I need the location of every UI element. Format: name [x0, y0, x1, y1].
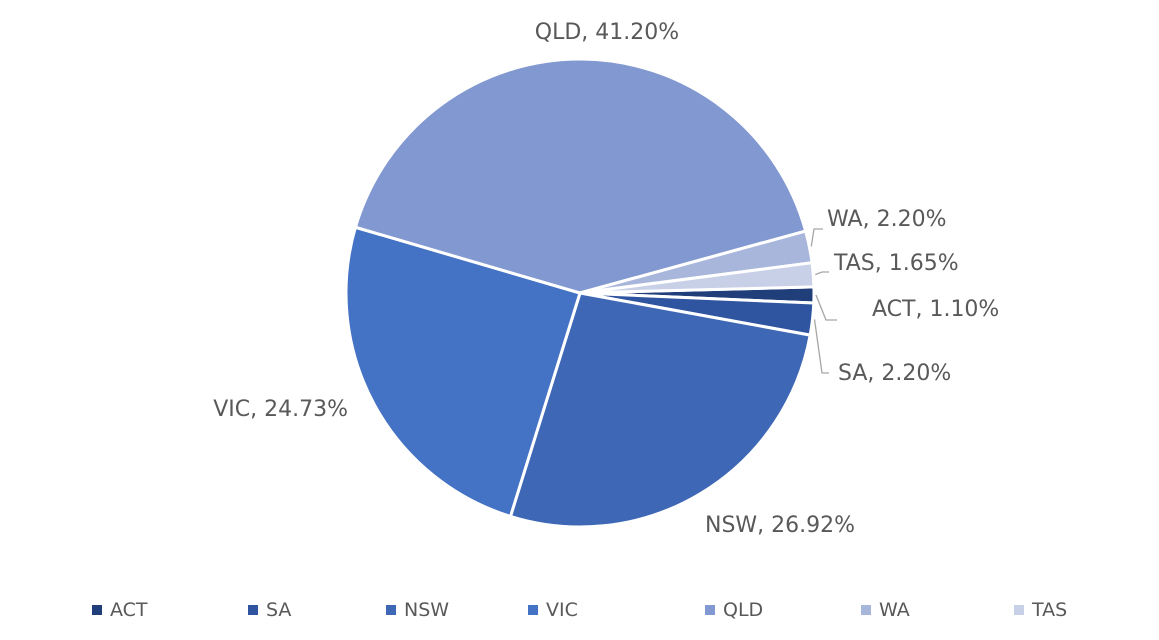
pie-slices: [344, 57, 816, 529]
pie-slice-qld: [353, 57, 808, 295]
leader-line-sa: [813, 319, 829, 374]
legend-swatch-qld: [705, 605, 715, 615]
leader-line-tas: [815, 271, 829, 276]
leader-line-act: [815, 294, 837, 321]
legend: ACT SA NSW VIC QLD WA TAS: [92, 599, 1067, 621]
legend-label-wa: WA: [879, 599, 910, 621]
leader-line-wa: [810, 228, 823, 247]
legend-item-qld: QLD: [705, 599, 763, 621]
legend-swatch-sa: [248, 605, 258, 615]
legend-label-act: ACT: [110, 599, 148, 621]
pie-slice-vic: [344, 225, 582, 518]
data-label-vic: VIC, 24.73%: [213, 397, 348, 422]
data-labels: ACT, 1.10% SA, 2.20% NSW, 26.92% VIC, 24…: [213, 20, 999, 538]
legend-label-nsw: NSW: [404, 599, 449, 621]
data-label-wa: WA, 2.20%: [827, 207, 946, 232]
legend-swatch-vic: [528, 605, 538, 615]
legend-swatch-act: [92, 605, 102, 615]
data-label-sa: SA, 2.20%: [838, 361, 951, 386]
legend-label-vic: VIC: [546, 599, 578, 621]
data-label-nsw: NSW, 26.92%: [705, 513, 855, 538]
pie-slice-tas: [578, 261, 816, 295]
legend-item-wa: WA: [861, 599, 910, 621]
legend-label-sa: SA: [266, 599, 291, 621]
legend-swatch-tas: [1014, 605, 1024, 615]
legend-label-tas: TAS: [1031, 599, 1067, 621]
data-label-qld: QLD, 41.20%: [535, 20, 679, 45]
legend-item-tas: TAS: [1014, 599, 1067, 621]
leader-lines: [810, 228, 837, 374]
pie-slice-nsw: [508, 291, 812, 529]
legend-item-vic: VIC: [528, 599, 578, 621]
legend-swatch-nsw: [386, 605, 396, 615]
data-label-act: ACT, 1.10%: [872, 297, 999, 322]
legend-item-nsw: NSW: [386, 599, 449, 621]
legend-item-sa: SA: [248, 599, 291, 621]
data-label-tas: TAS, 1.65%: [833, 251, 959, 276]
legend-item-act: ACT: [92, 599, 148, 621]
legend-swatch-wa: [861, 605, 871, 615]
legend-label-qld: QLD: [723, 599, 763, 621]
